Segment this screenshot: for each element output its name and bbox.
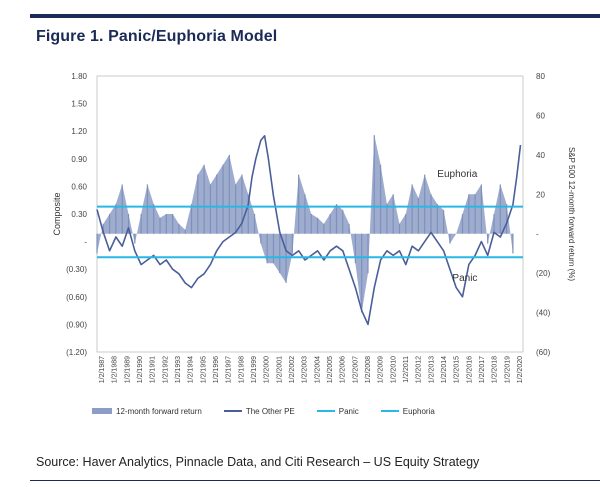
left-tick-label: 1.80 bbox=[71, 72, 87, 81]
right-tick-label: 80 bbox=[536, 72, 545, 81]
legend-label: Panic bbox=[338, 406, 359, 416]
left-tick-label: 1.20 bbox=[71, 127, 87, 136]
x-tick-label: 1/2/1997 bbox=[226, 356, 233, 383]
x-tick-label: 1/2/2015 bbox=[454, 356, 461, 383]
left-tick-label: (0.60) bbox=[66, 293, 87, 302]
right-tick-label: (60) bbox=[536, 348, 551, 357]
legend-item-panic: Panic bbox=[316, 406, 359, 416]
legend-label: Euphoria bbox=[402, 406, 435, 416]
plot-frame bbox=[96, 75, 524, 353]
left-tick-label: 0.60 bbox=[71, 182, 87, 191]
x-tick-label: 1/2/1999 bbox=[251, 356, 258, 383]
right-tick-label: - bbox=[536, 230, 539, 239]
top-rule bbox=[30, 14, 600, 18]
x-tick-label: 1/2/2003 bbox=[302, 356, 309, 383]
x-tick-label: 1/2/1996 bbox=[213, 356, 220, 383]
x-tick-label: 1/2/2011 bbox=[403, 356, 410, 383]
x-tick-label: 1/2/2016 bbox=[466, 356, 473, 383]
x-tick-label: 1/2/2001 bbox=[276, 356, 283, 383]
x-tick-label: 1/2/2020 bbox=[517, 356, 524, 383]
x-tick-label: 1/2/1987 bbox=[99, 356, 106, 383]
x-tick-label: 1/2/1993 bbox=[175, 356, 182, 383]
left-tick-label: - bbox=[84, 238, 87, 247]
bottom-rule bbox=[30, 480, 600, 481]
x-tick-label: 1/2/2018 bbox=[492, 356, 499, 383]
x-tick-label: 1/2/2010 bbox=[390, 356, 397, 383]
right-tick-label: 60 bbox=[536, 111, 545, 120]
x-tick-label: 1/2/1995 bbox=[200, 356, 207, 383]
x-tick-label: 1/2/2014 bbox=[441, 356, 448, 383]
x-tick-label: 1/2/2004 bbox=[314, 356, 321, 383]
right-tick-label: (20) bbox=[536, 269, 551, 278]
x-tick-label: 1/2/2006 bbox=[340, 356, 347, 383]
x-tick-label: 1/2/2012 bbox=[416, 356, 423, 383]
legend-swatch-bar bbox=[92, 408, 112, 414]
legend-item-euphoria: Euphoria bbox=[380, 406, 435, 416]
x-tick-label: 1/2/1990 bbox=[137, 356, 144, 383]
left-tick-label: (1.20) bbox=[66, 348, 87, 357]
right-tick-label: 20 bbox=[536, 190, 545, 199]
legend-label: The Other PE bbox=[245, 406, 295, 416]
other-pe-line bbox=[96, 135, 522, 326]
legend-label: 12-month forward return bbox=[116, 406, 202, 416]
left-tick-label: (0.90) bbox=[66, 320, 87, 329]
x-tick-label: 1/2/2009 bbox=[378, 356, 385, 383]
x-tick-label: 1/2/2013 bbox=[428, 356, 435, 383]
annotation-euphoria: Euphoria bbox=[437, 169, 477, 180]
right-axis-title: S&P 500 12-month forward return (%) bbox=[567, 147, 576, 281]
x-tick-label: 1/2/2017 bbox=[479, 356, 486, 383]
left-tick-label: 1.50 bbox=[71, 100, 87, 109]
left-tick-label: 0.90 bbox=[71, 155, 87, 164]
x-tick-label: 1/2/1988 bbox=[112, 356, 119, 383]
x-tick-label: 1/2/2019 bbox=[504, 356, 511, 383]
legend-swatch-line bbox=[223, 410, 242, 412]
x-tick-label: 1/2/1992 bbox=[162, 356, 169, 383]
annotation-panic: Panic bbox=[452, 273, 477, 284]
x-tick-label: 1/2/1994 bbox=[188, 356, 195, 383]
x-tick-label: 1/2/1989 bbox=[124, 356, 131, 383]
legend-swatch-line bbox=[316, 410, 335, 412]
source-note: Source: Haver Analytics, Pinnacle Data, … bbox=[36, 455, 480, 469]
x-tick-label: 1/2/2007 bbox=[352, 356, 359, 383]
x-tick-label: 1/2/2002 bbox=[289, 356, 296, 383]
x-tick-label: 1/2/2000 bbox=[264, 356, 271, 383]
right-tick-label: 40 bbox=[536, 151, 545, 160]
legend-item-forward-return: 12-month forward return bbox=[92, 407, 202, 416]
legend-item-other-pe: The Other PE bbox=[223, 406, 295, 416]
chart-legend: 12-month forward return The Other PE Pan… bbox=[92, 404, 457, 418]
legend-swatch-line bbox=[380, 410, 399, 412]
left-tick-label: 0.30 bbox=[71, 210, 87, 219]
x-tick-label: 1/2/1991 bbox=[150, 356, 157, 383]
x-tick-label: 1/2/1998 bbox=[238, 356, 245, 383]
x-tick-label: 1/2/2005 bbox=[327, 356, 334, 383]
x-tick-label: 1/2/2008 bbox=[365, 356, 372, 383]
right-tick-label: (40) bbox=[536, 309, 551, 318]
left-axis-title: Composite bbox=[52, 192, 62, 235]
figure-title: Figure 1. Panic/Euphoria Model bbox=[36, 28, 278, 45]
left-tick-label: (0.30) bbox=[66, 265, 87, 274]
